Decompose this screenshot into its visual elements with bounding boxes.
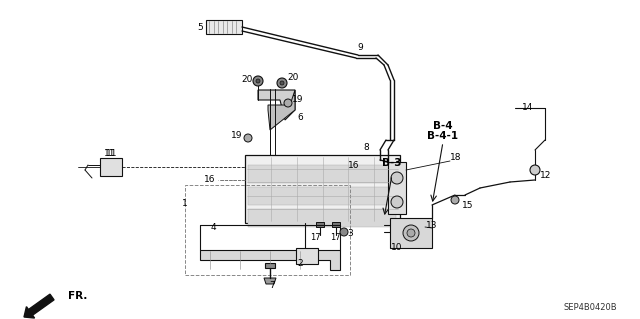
Bar — [265, 263, 275, 268]
Text: 9: 9 — [357, 43, 363, 53]
Text: 18: 18 — [451, 153, 461, 162]
Bar — [248, 209, 396, 227]
Text: 12: 12 — [540, 170, 552, 180]
Text: 8: 8 — [363, 144, 369, 152]
Bar — [332, 222, 340, 227]
Text: 7: 7 — [269, 281, 275, 291]
Text: FR.: FR. — [68, 291, 88, 301]
Text: 19: 19 — [231, 130, 243, 139]
Text: 17: 17 — [310, 234, 320, 242]
Circle shape — [391, 196, 403, 208]
Text: 3: 3 — [347, 229, 353, 239]
Circle shape — [277, 78, 287, 88]
Bar — [185, 185, 350, 275]
Text: B-3: B-3 — [382, 158, 402, 168]
Circle shape — [403, 225, 419, 241]
Circle shape — [280, 81, 284, 85]
Text: 16: 16 — [204, 175, 216, 184]
Text: 17: 17 — [330, 234, 340, 242]
Bar — [206, 20, 242, 34]
Bar — [390, 218, 432, 248]
Text: SEP4B0420B: SEP4B0420B — [563, 303, 617, 313]
Text: 19: 19 — [292, 95, 304, 105]
Bar — [248, 187, 396, 205]
Text: 4: 4 — [210, 224, 216, 233]
Bar — [316, 222, 324, 227]
Circle shape — [284, 99, 292, 107]
Text: 6: 6 — [297, 114, 303, 122]
Circle shape — [407, 229, 415, 237]
Polygon shape — [268, 90, 295, 130]
Text: 13: 13 — [426, 220, 438, 229]
Circle shape — [391, 172, 403, 184]
Polygon shape — [200, 250, 340, 270]
Text: 20: 20 — [287, 73, 299, 83]
Text: B-4: B-4 — [433, 121, 453, 131]
Circle shape — [530, 165, 540, 175]
Text: 15: 15 — [462, 202, 474, 211]
Text: 5: 5 — [197, 23, 203, 32]
Polygon shape — [264, 278, 276, 284]
Text: 10: 10 — [391, 243, 403, 253]
Text: 16: 16 — [348, 160, 360, 169]
Bar — [245, 155, 400, 223]
Bar — [296, 248, 318, 264]
Bar — [100, 158, 122, 176]
Circle shape — [340, 228, 348, 236]
Circle shape — [451, 196, 459, 204]
Text: 14: 14 — [522, 102, 534, 112]
Text: 11: 11 — [106, 150, 118, 159]
Text: B-4-1: B-4-1 — [428, 131, 459, 141]
Text: 1: 1 — [182, 198, 188, 207]
Circle shape — [253, 76, 263, 86]
Polygon shape — [258, 90, 295, 120]
Bar — [248, 165, 396, 183]
Text: 11: 11 — [104, 150, 116, 159]
Text: 2: 2 — [297, 259, 303, 269]
Circle shape — [244, 134, 252, 142]
FancyArrow shape — [24, 294, 54, 318]
Text: 20: 20 — [241, 76, 253, 85]
Circle shape — [256, 79, 260, 83]
Bar — [388, 162, 406, 214]
